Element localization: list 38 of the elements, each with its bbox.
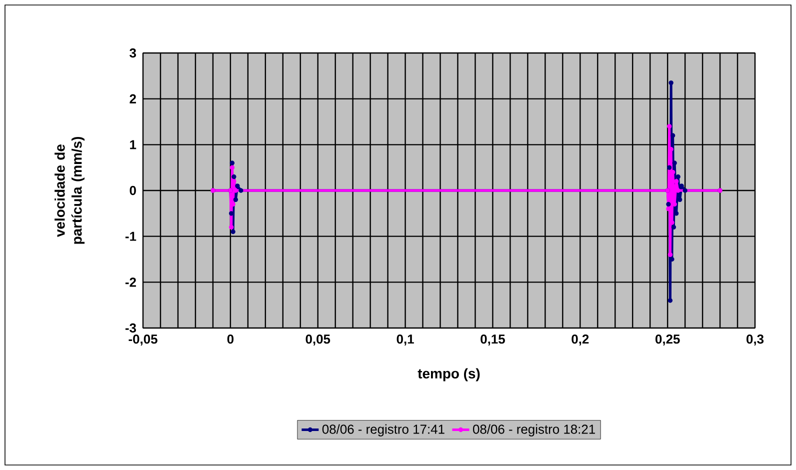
point [676,174,680,180]
x-tick-label: 0,1 [396,334,414,346]
legend-label: 08/06 - registro 17:41 [322,424,444,436]
y-tick-label: -3 [125,323,136,333]
point [672,160,677,166]
point [666,124,672,129]
y-axis-title: velocidade de partícula (mm/s) [54,136,85,244]
point [230,160,235,166]
point [670,133,676,138]
point [233,197,238,202]
point [668,252,673,258]
y-tick-label: 0 [130,186,136,196]
y-tick-label: -2 [125,278,136,287]
point [230,229,236,234]
y-tick-label: 1 [130,140,136,150]
y-tick-label: -1 [125,232,136,241]
point [671,224,676,230]
point [682,188,688,193]
point [238,188,244,193]
point [666,202,671,207]
legend-label: 08/06 - registro 18:21 [473,424,595,436]
x-axis-title: tempo (s) [418,368,480,382]
x-tick-label: 0,05 [306,334,330,346]
point [668,298,673,303]
x-tick-label: 0,25 [655,334,680,346]
x-tick-label: 0,2 [572,334,589,346]
point [232,174,236,180]
x-tick-label: 0 [227,334,234,344]
point [230,165,235,170]
point [668,80,674,86]
y-tick-label: 3 [130,48,136,58]
x-tick-label: 0,3 [746,334,764,346]
y-tick-label: 2 [130,94,136,104]
point [235,184,240,188]
point [666,165,672,170]
point [228,224,234,230]
x-tick-label: -0,05 [128,334,158,346]
x-tick-label: 0,15 [480,334,505,346]
